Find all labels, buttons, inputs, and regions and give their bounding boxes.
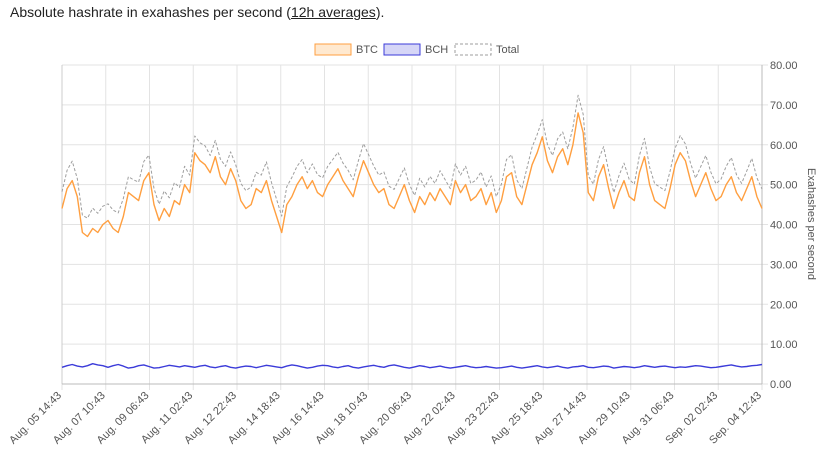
y-tick-label: 70.00 <box>770 100 798 112</box>
heading-prefix: Absolute hashrate in exahashes per secon… <box>10 4 291 20</box>
legend-swatch <box>314 43 352 56</box>
btc-series-line <box>61 112 763 238</box>
legend-item-btc[interactable]: BTC <box>314 43 378 56</box>
legend-label: BCH <box>425 44 448 56</box>
chart-heading: Absolute hashrate in exahashes per secon… <box>10 4 384 20</box>
y-tick-label: 0.00 <box>770 379 791 391</box>
y-tick-label: 60.00 <box>770 140 798 152</box>
legend-item-total[interactable]: Total <box>454 43 519 56</box>
chart-axes: 0.00 10.00 20.00 30.00 40.00 50.00 60.00 70.00 8… <box>7 60 797 447</box>
legend-label: BTC <box>356 44 378 56</box>
y-tick-label: 50.00 <box>770 180 798 192</box>
legend-item-bch[interactable]: BCH <box>383 43 448 56</box>
heading-suffix: ). <box>375 4 385 20</box>
legend-label: Total <box>496 44 519 56</box>
y-tick-label: 80.00 <box>770 60 798 72</box>
y-axis-label: Exahashes per second <box>805 168 817 280</box>
total-series-line <box>61 94 763 219</box>
chart-series <box>61 94 763 369</box>
legend-swatch <box>383 43 421 56</box>
legend-swatch <box>454 43 492 56</box>
y-tick-label: 30.00 <box>770 259 798 271</box>
bch-series-line <box>61 363 763 369</box>
y-tick-label: 10.00 <box>770 339 798 351</box>
averages-link[interactable]: 12h averages <box>290 4 376 20</box>
y-tick-label: 20.00 <box>770 299 798 311</box>
chart-grid <box>61 64 768 390</box>
chart-legend: BTC BCH Total <box>314 43 519 56</box>
y-tick-label: 40.00 <box>770 220 798 232</box>
